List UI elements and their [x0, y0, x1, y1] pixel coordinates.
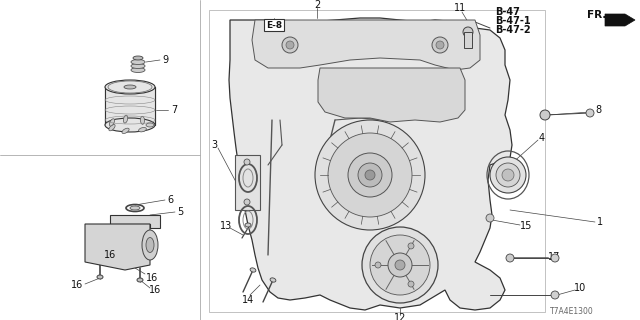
Circle shape: [432, 37, 448, 53]
FancyArrowPatch shape: [610, 17, 625, 23]
Polygon shape: [252, 20, 480, 70]
Circle shape: [244, 199, 250, 205]
Polygon shape: [85, 224, 150, 270]
Ellipse shape: [105, 118, 155, 132]
Text: 16: 16: [104, 250, 116, 260]
Ellipse shape: [122, 128, 129, 133]
Polygon shape: [318, 68, 465, 122]
Circle shape: [286, 41, 294, 49]
Ellipse shape: [245, 223, 251, 227]
Ellipse shape: [270, 278, 276, 282]
Ellipse shape: [250, 268, 256, 272]
Circle shape: [551, 291, 559, 299]
Text: 16: 16: [146, 273, 158, 283]
Text: 17: 17: [548, 252, 560, 262]
Ellipse shape: [131, 60, 145, 65]
Text: 1: 1: [597, 217, 603, 227]
Text: B-47-2: B-47-2: [495, 25, 531, 35]
Circle shape: [496, 163, 520, 187]
Circle shape: [502, 169, 514, 181]
Text: 5: 5: [177, 207, 183, 217]
Polygon shape: [464, 32, 472, 48]
Ellipse shape: [124, 85, 136, 89]
Ellipse shape: [133, 56, 143, 60]
Polygon shape: [229, 18, 512, 310]
Text: 16: 16: [71, 280, 83, 290]
Text: E-8: E-8: [266, 20, 282, 29]
Circle shape: [282, 37, 298, 53]
Ellipse shape: [105, 80, 155, 94]
Circle shape: [395, 260, 405, 270]
Text: 12: 12: [394, 313, 406, 320]
Bar: [105, 87, 155, 125]
Circle shape: [388, 253, 412, 277]
Ellipse shape: [139, 127, 147, 132]
Text: 14: 14: [242, 295, 254, 305]
Circle shape: [540, 110, 550, 120]
Circle shape: [506, 254, 514, 262]
Text: 2: 2: [314, 0, 320, 10]
Text: 6: 6: [167, 195, 173, 205]
Ellipse shape: [124, 115, 128, 123]
Circle shape: [490, 157, 526, 193]
Text: 11: 11: [454, 3, 466, 13]
Text: 4: 4: [539, 133, 545, 143]
Polygon shape: [110, 215, 160, 228]
Circle shape: [463, 27, 473, 37]
Ellipse shape: [142, 230, 158, 260]
Ellipse shape: [131, 63, 145, 68]
Ellipse shape: [146, 237, 154, 252]
Polygon shape: [605, 14, 635, 26]
Ellipse shape: [140, 116, 145, 124]
Ellipse shape: [109, 124, 115, 131]
Polygon shape: [235, 155, 260, 210]
Circle shape: [408, 281, 414, 287]
Text: 8: 8: [595, 105, 601, 115]
Ellipse shape: [97, 275, 103, 279]
Text: 16: 16: [149, 285, 161, 295]
Circle shape: [408, 243, 414, 249]
Circle shape: [375, 262, 381, 268]
Ellipse shape: [131, 68, 145, 73]
Circle shape: [551, 254, 559, 262]
Text: FR.: FR.: [587, 10, 606, 20]
Ellipse shape: [137, 278, 143, 282]
Circle shape: [365, 170, 375, 180]
Circle shape: [436, 41, 444, 49]
Circle shape: [586, 109, 594, 117]
Text: 9: 9: [162, 55, 168, 65]
Text: 13: 13: [220, 221, 232, 231]
Circle shape: [486, 214, 494, 222]
Circle shape: [358, 163, 382, 187]
Text: B-47-1: B-47-1: [495, 16, 531, 26]
Text: T7A4E1300: T7A4E1300: [550, 308, 594, 316]
Bar: [209, 10, 545, 312]
Ellipse shape: [130, 206, 140, 210]
Text: 7: 7: [171, 105, 177, 115]
Circle shape: [362, 227, 438, 303]
Ellipse shape: [109, 119, 115, 126]
Circle shape: [370, 235, 430, 295]
Text: 15: 15: [520, 221, 532, 231]
Circle shape: [315, 120, 425, 230]
Text: 3: 3: [211, 140, 217, 150]
Circle shape: [348, 153, 392, 197]
Text: B-47: B-47: [495, 7, 520, 17]
Circle shape: [244, 159, 250, 165]
Text: 10: 10: [574, 283, 586, 293]
Ellipse shape: [146, 123, 154, 127]
Circle shape: [328, 133, 412, 217]
